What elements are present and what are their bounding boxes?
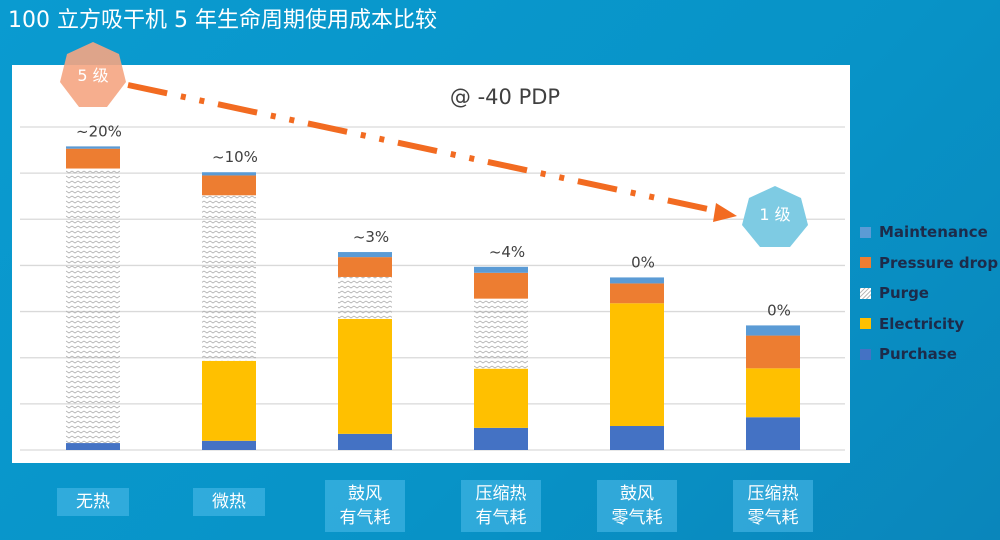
end-badge-label: 1 级 <box>759 205 790 224</box>
category-label-line: 零气耗 <box>747 508 799 528</box>
bar-segment-pressure-drop <box>474 272 528 299</box>
category-label: 压缩热 有气耗 <box>461 480 541 532</box>
legend-swatch <box>860 318 871 330</box>
category-label-line: 压缩热 <box>475 484 527 504</box>
slide-title: 100 立方吸干机 5 年生命周期使用成本比较 <box>8 8 437 33</box>
bar-segment-electricity <box>338 318 392 434</box>
bar-segment-pressure-drop <box>338 257 392 277</box>
bar-segment-maintenance <box>474 266 528 273</box>
legend-item: Purge <box>860 278 998 309</box>
legend-item: Pressure drop <box>860 248 998 279</box>
legend-item: Purchase <box>860 339 998 370</box>
data-label: 0% <box>767 301 791 319</box>
bar-segment-purchase <box>66 443 120 450</box>
chart-area <box>12 65 850 463</box>
bar-segment-purge <box>474 298 528 369</box>
bar-segment-maintenance <box>746 325 800 336</box>
end-badge-heptagon <box>742 186 808 247</box>
category-label-line: 有气耗 <box>475 508 527 528</box>
category-label-line: 零气耗 <box>611 508 663 528</box>
bar-segment-electricity <box>610 303 664 427</box>
bar-segment-maintenance <box>66 146 120 149</box>
legend-label: Purge <box>879 284 929 303</box>
bar-segment-electricity <box>474 368 528 428</box>
category-label-line: 鼓风 <box>620 484 654 504</box>
chart-subtitle: @ -40 PDP <box>450 85 560 109</box>
legend-item: Maintenance <box>860 217 998 248</box>
category-label-line: 有气耗 <box>339 508 391 528</box>
legend-label: Maintenance <box>879 223 988 242</box>
legend-label: Electricity <box>879 314 965 333</box>
bar-segment-maintenance <box>610 277 664 284</box>
legend-swatch <box>860 257 871 269</box>
data-label: ~4% <box>489 243 525 261</box>
start-badge-heptagon <box>60 42 126 107</box>
legend-swatch <box>860 348 871 360</box>
legend-label: Pressure drop <box>879 253 999 272</box>
legend-item: Electricity <box>860 309 998 340</box>
category-label-line: 鼓风 <box>348 484 382 504</box>
category-label: 微热 <box>193 488 265 516</box>
bar-segment-purchase <box>202 440 256 450</box>
category-label-line: 微热 <box>212 492 246 512</box>
bar-segment-purchase <box>474 427 528 450</box>
legend-swatch <box>860 287 871 299</box>
trend-arrow-line <box>127 82 723 215</box>
bar-segment-pressure-drop <box>746 335 800 369</box>
data-label: ~20% <box>76 122 122 140</box>
bar-segment-maintenance <box>338 252 392 258</box>
category-label-line: 无热 <box>76 492 110 512</box>
data-label: 0% <box>631 253 655 271</box>
bar-segment-purge <box>338 276 392 319</box>
category-label: 压缩热 零气耗 <box>733 480 813 532</box>
trend-arrow-head <box>713 203 737 222</box>
start-badge-label: 5 级 <box>77 66 108 85</box>
legend-label: Purchase <box>879 345 957 364</box>
bar-segment-pressure-drop <box>66 148 120 169</box>
category-label-line: 压缩热 <box>747 484 799 504</box>
legend: Maintenance Pressure drop Purge Electricity… <box>860 217 998 370</box>
bar-segment-purchase <box>338 433 392 450</box>
bar-segment-purge <box>66 168 120 444</box>
bar-segment-maintenance <box>202 172 256 176</box>
category-label: 鼓风 有气耗 <box>325 480 405 532</box>
bar-segment-purchase <box>610 426 664 450</box>
category-label: 鼓风 零气耗 <box>597 480 677 532</box>
legend-swatch <box>860 226 871 238</box>
bar-segment-purge <box>202 195 256 361</box>
data-label: ~10% <box>212 148 258 166</box>
bar-segment-purchase <box>746 417 800 450</box>
bar-segment-electricity <box>746 368 800 418</box>
bar-segment-pressure-drop <box>202 175 256 196</box>
bar-segment-pressure-drop <box>610 283 664 304</box>
bar-segment-electricity <box>202 360 256 441</box>
data-label: ~3% <box>353 228 389 246</box>
category-label: 无热 <box>57 488 129 516</box>
